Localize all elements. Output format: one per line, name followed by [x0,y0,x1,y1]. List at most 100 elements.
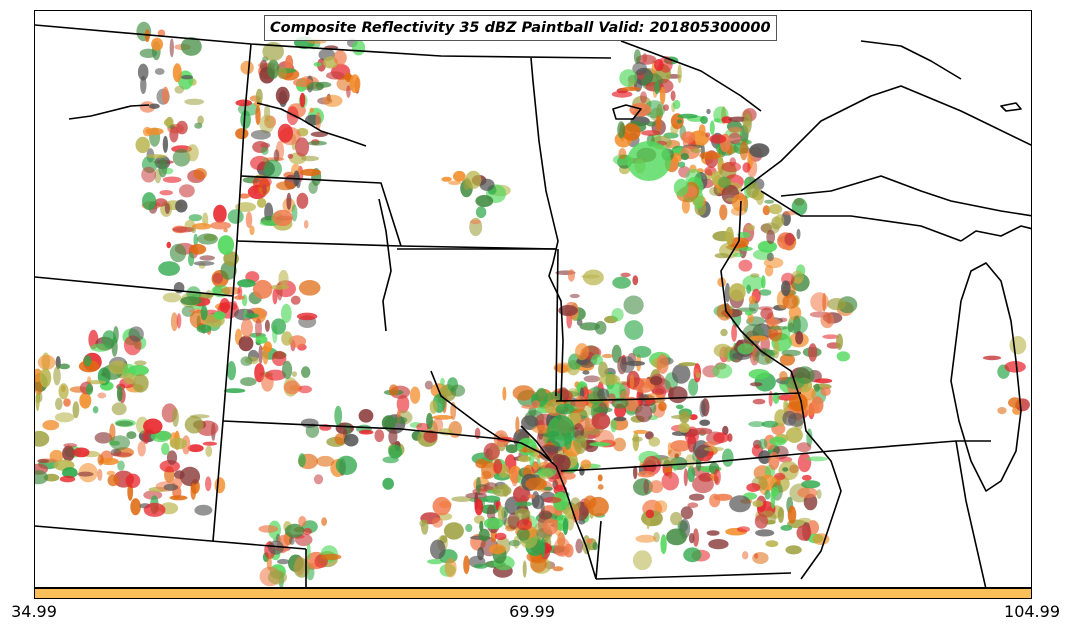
reflectivity-blob [709,120,715,135]
reflectivity-blob [637,470,655,478]
reflectivity-blob [190,483,197,500]
reflectivity-blob [235,202,256,212]
reflectivity-blob [300,155,320,162]
reflectivity-blob [768,204,783,215]
reflectivity-blob [529,449,535,468]
reflectivity-blob [172,226,195,233]
reflectivity-blob [611,308,624,322]
reflectivity-blob [675,404,684,410]
reflectivity-blob [297,385,312,394]
colorbar-tick-min: 34.99 [11,602,57,621]
reflectivity-blob [505,444,518,454]
reflectivity-blob [755,348,775,365]
colorbar-tick-mid: 69.99 [509,602,555,621]
reflectivity-blob [189,244,207,255]
reflectivity-blob [772,392,780,404]
reflectivity-blob [199,255,215,261]
reflectivity-blob [179,466,201,487]
reflectivity-blob [174,85,184,94]
reflectivity-blob [316,455,335,467]
reflectivity-blob [717,176,732,188]
reflectivity-blob [538,510,553,520]
reflectivity-blob [515,501,533,507]
reflectivity-blob [258,525,279,533]
reflectivity-blob [806,456,828,462]
reflectivity-blob [654,80,660,95]
reflectivity-blob [299,92,306,108]
reflectivity-blob [746,181,760,199]
reflectivity-blob [217,235,235,255]
reflectivity-blob [749,382,763,387]
reflectivity-blob [55,397,63,410]
reflectivity-blob [109,435,131,451]
reflectivity-blob [99,457,119,466]
reflectivity-blob [240,318,253,338]
reflectivity-blob [516,519,533,531]
reflectivity-blob [352,40,366,56]
border-lakes-top [620,40,762,112]
reflectivity-blob [780,524,793,531]
reflectivity-blob [680,153,689,161]
reflectivity-blob [744,310,753,316]
reflectivity-blob [134,360,147,366]
reflectivity-blob [690,427,713,435]
reflectivity-blob [613,416,627,422]
reflectivity-blob [633,429,648,434]
reflectivity-blob [170,312,178,332]
reflectivity-blob [97,392,107,399]
reflectivity-blob [283,380,301,395]
reflectivity-blob [658,401,667,412]
reflectivity-blob [154,198,168,207]
reflectivity-blob [321,517,327,526]
reflectivity-blob [632,62,648,76]
border-wy-west [212,295,234,542]
reflectivity-blob [477,547,485,561]
reflectivity-blob [610,418,617,433]
reflectivity-blob [724,282,731,303]
reflectivity-blob [227,209,244,224]
reflectivity-blob [713,118,721,123]
reflectivity-blob [483,442,500,461]
reflectivity-blob [1004,361,1026,373]
reflectivity-blob [770,489,776,509]
reflectivity-blob [617,121,626,139]
reflectivity-blob [982,355,1002,361]
reflectivity-blob [143,502,166,517]
reflectivity-blob [632,346,652,358]
reflectivity-blob [663,104,669,111]
reflectivity-blob [277,66,287,79]
reflectivity-blob [298,516,307,527]
reflectivity-blob [272,288,278,305]
border-ia-mo [560,450,832,472]
reflectivity-blob [728,116,749,122]
reflectivity-blob [240,60,254,75]
reflectivity-blob [130,498,141,516]
reflectivity-blob [781,349,801,357]
reflectivity-blob [502,386,507,401]
reflectivity-blob [79,392,92,409]
reflectivity-blob [761,275,766,289]
reflectivity-blob [569,293,580,299]
border-ia-north [555,392,802,402]
reflectivity-blob [668,386,688,404]
reflectivity-blob [276,181,295,191]
reflectivity-blob [287,153,294,159]
reflectivity-blob [163,118,173,127]
reflectivity-blob [552,566,564,572]
reflectivity-blob [692,475,714,494]
reflectivity-blob [754,514,769,529]
reflectivity-blob [143,490,163,500]
reflectivity-blob [796,525,812,541]
reflectivity-blob [97,454,104,466]
reflectivity-blob [592,406,613,413]
reflectivity-blob [767,318,781,325]
reflectivity-blob [478,528,490,542]
reflectivity-blob [752,500,764,508]
reflectivity-blob [282,360,293,379]
reflectivity-blob [673,178,689,197]
reflectivity-blob [142,430,150,444]
colorbar [34,588,1032,599]
reflectivity-blob [101,372,107,377]
reflectivity-blob [583,375,600,383]
reflectivity-blob [102,330,117,349]
